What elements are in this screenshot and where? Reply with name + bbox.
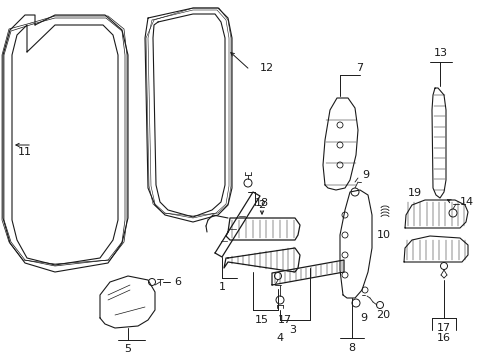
Text: 12: 12 xyxy=(260,63,274,73)
Text: 13: 13 xyxy=(433,48,447,58)
Text: 18: 18 xyxy=(254,198,268,208)
Text: 9: 9 xyxy=(359,313,366,323)
Text: 2: 2 xyxy=(258,200,265,210)
Text: 10: 10 xyxy=(376,230,390,240)
Text: 11: 11 xyxy=(18,147,32,157)
Text: 16: 16 xyxy=(436,333,450,343)
Text: 3: 3 xyxy=(289,325,296,335)
Text: 8: 8 xyxy=(348,343,355,353)
Text: 14: 14 xyxy=(459,197,473,207)
Text: 6: 6 xyxy=(174,277,181,287)
Text: 7: 7 xyxy=(356,63,363,73)
Text: 17: 17 xyxy=(278,315,291,325)
Text: 15: 15 xyxy=(254,315,268,325)
Text: 9: 9 xyxy=(361,170,368,180)
Text: 19: 19 xyxy=(407,188,421,198)
Text: 1: 1 xyxy=(218,282,225,292)
Text: 5: 5 xyxy=(124,344,131,354)
Text: 17: 17 xyxy=(436,323,450,333)
Text: 20: 20 xyxy=(375,310,389,320)
Text: 4: 4 xyxy=(276,333,283,343)
